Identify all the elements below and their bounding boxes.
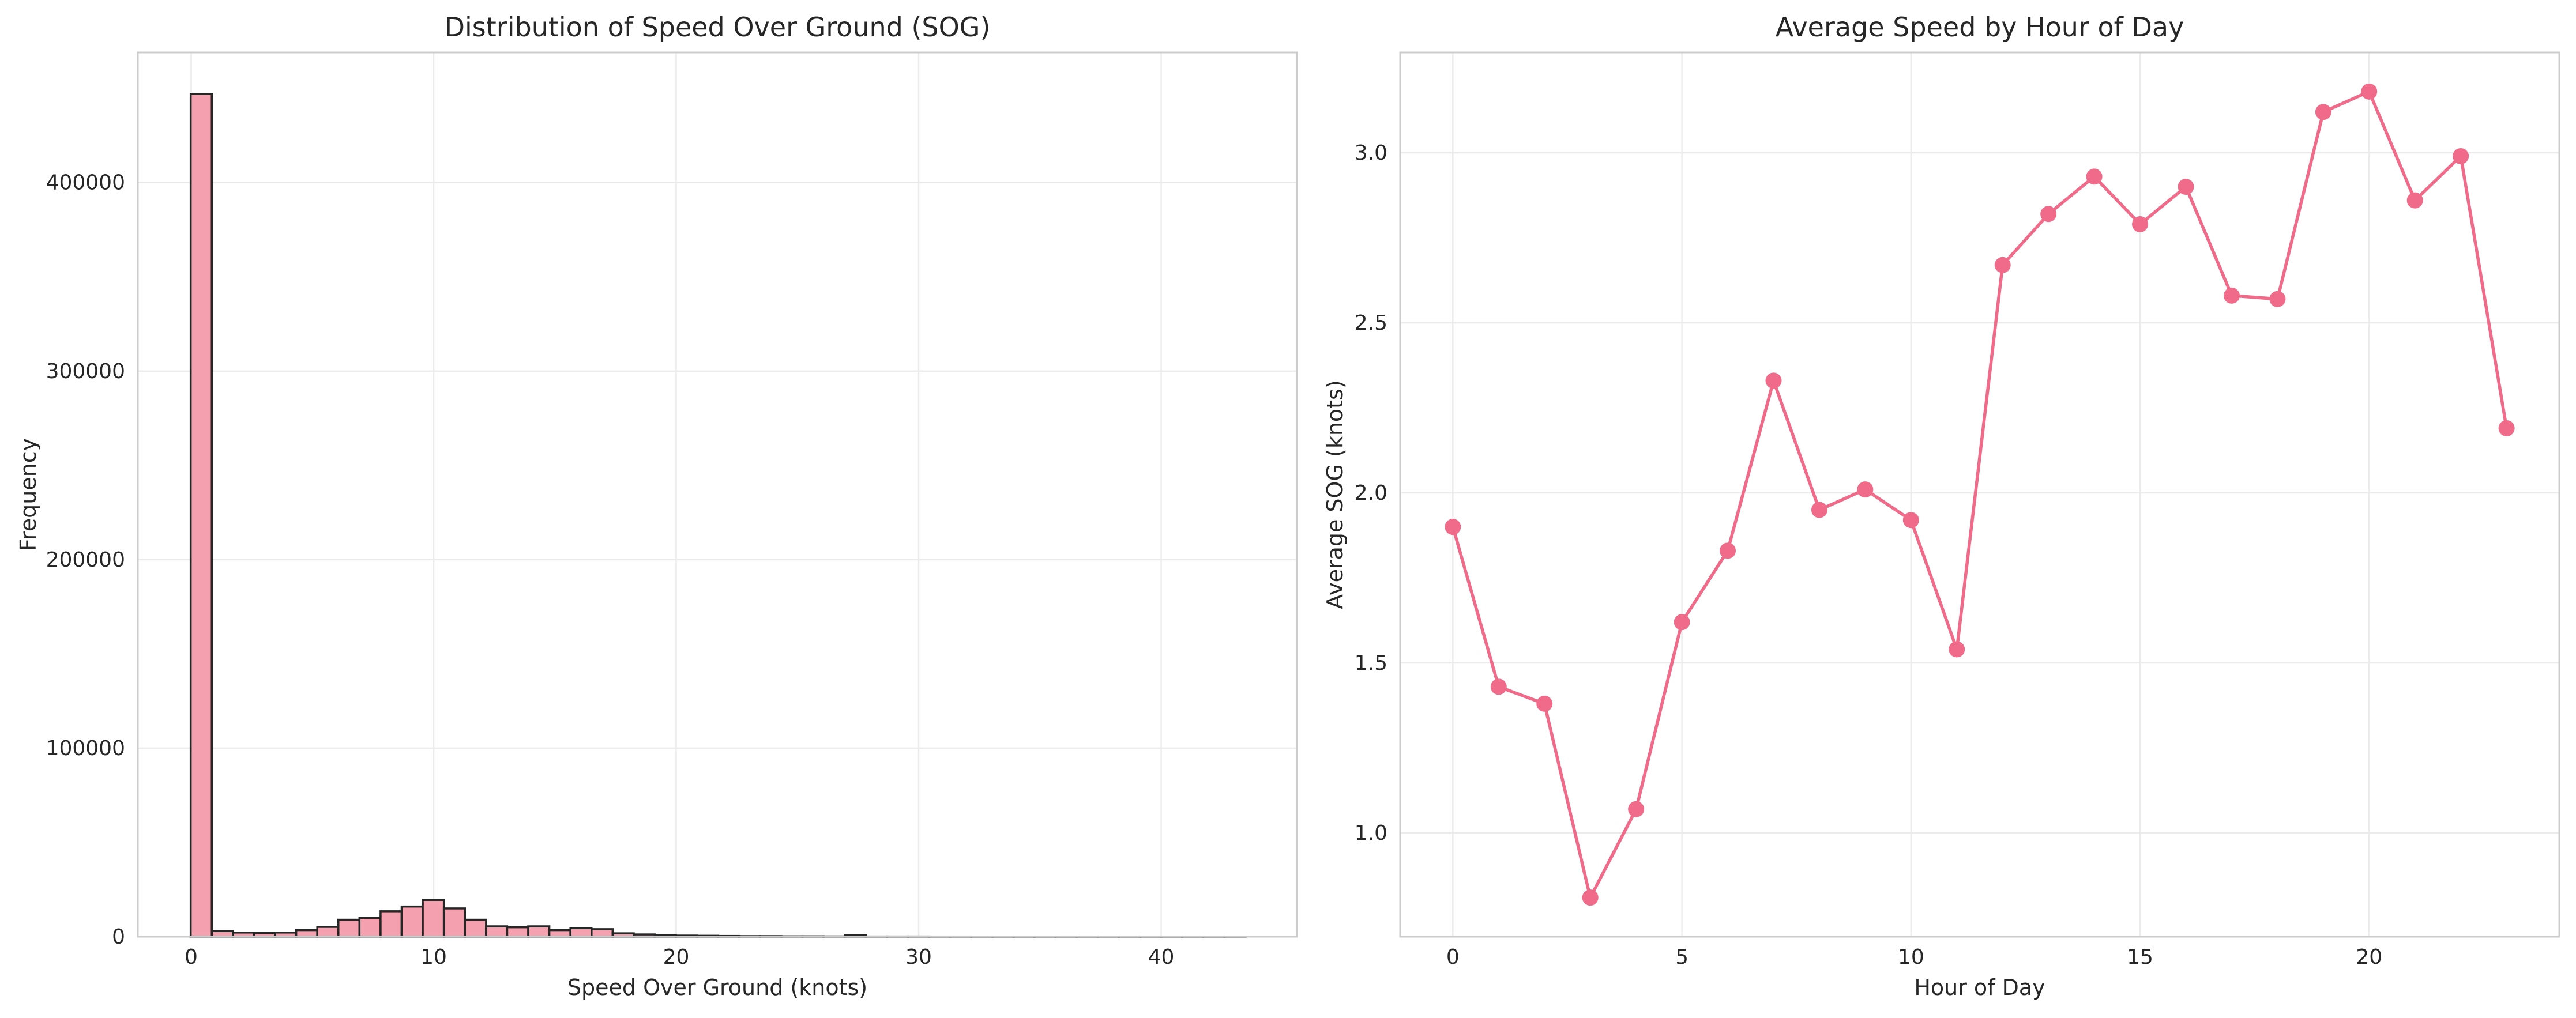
line-chart-title: Average Speed by Hour of Day [1776, 12, 2184, 43]
histogram-x-tick-label: 40 [1148, 945, 1175, 969]
data-point-marker [2315, 104, 2331, 120]
line-chart-x-axis-label: Hour of Day [1914, 975, 2045, 1000]
data-point-marker [1582, 889, 1599, 906]
average-speed-series-markers [1445, 83, 2515, 906]
line-chart-x-tick-label: 0 [1446, 945, 1460, 969]
histogram-x-tick-labels: 0 10 20 30 40 [185, 945, 1174, 969]
histogram-plot-frame [137, 51, 1298, 938]
histogram-y-tick-labels: 0 100000 200000 300000 400000 [46, 171, 125, 949]
line-chart-plot-frame [1399, 51, 2560, 938]
line-chart-y-tick-label: 1.5 [1355, 651, 1387, 675]
data-point-marker [2223, 287, 2240, 304]
data-point-marker [2040, 206, 2057, 223]
data-point-marker [1445, 519, 1461, 536]
histogram-bar [189, 93, 213, 938]
data-point-marker [2269, 291, 2286, 307]
line-chart-x-tick-label: 10 [1898, 945, 1924, 969]
histogram-bar [295, 929, 318, 938]
data-point-marker [1811, 502, 1827, 518]
histogram-x-axis-label: Speed Over Ground (knots) [567, 975, 867, 1000]
histogram-bar [379, 910, 403, 938]
line-chart-x-tick-label: 5 [1675, 945, 1688, 969]
data-point-marker [1994, 257, 2011, 273]
histogram-bar [358, 917, 382, 938]
line-chart-y-tick-labels: 1.0 1.5 2.0 2.5 3.0 [1355, 141, 1387, 845]
data-point-marker [2453, 148, 2469, 164]
histogram-bar [337, 918, 361, 938]
histogram-bar [464, 918, 487, 938]
line-chart-y-tick-label: 2.5 [1355, 311, 1387, 335]
histogram-bar [400, 905, 424, 938]
histogram-y-tick-label: 100000 [46, 737, 125, 760]
average-speed-series-line [1451, 90, 2509, 899]
data-point-marker [1857, 481, 1874, 498]
histogram-bar [548, 929, 571, 938]
data-point-marker [1765, 372, 1782, 389]
data-point-marker [1902, 512, 1919, 529]
data-point-marker [1490, 678, 1507, 695]
data-point-marker [2132, 216, 2149, 232]
histogram-y-tick-label: 300000 [46, 360, 125, 383]
histogram-bar [506, 926, 529, 938]
line-chart-x-tick-labels: 0 5 10 15 20 [1446, 945, 2382, 969]
data-point-marker [2178, 179, 2194, 195]
line-chart-gridlines [1400, 52, 2559, 937]
histogram-bar [527, 925, 551, 938]
line-chart-x-tick-label: 15 [2127, 945, 2153, 969]
histogram-x-tick-label: 30 [905, 945, 932, 969]
histogram-y-axis-label: Frequency [16, 438, 41, 551]
data-point-marker [1674, 614, 1690, 631]
line-chart-x-tick-label: 20 [2356, 945, 2382, 969]
data-point-marker [1949, 641, 1965, 658]
line-chart-y-tick-label: 1.0 [1355, 821, 1387, 845]
histogram-x-tick-label: 10 [420, 945, 447, 969]
histogram-bar [316, 926, 340, 938]
data-point-marker [1536, 695, 1553, 712]
line-chart-y-axis-label: Average SOG (knots) [1322, 380, 1348, 609]
hourly-speed-line-chart: 0 5 10 15 20 1.0 1.5 2.0 2.5 3.0 Average Speed b… [1322, 12, 2560, 1000]
histogram-bar [485, 925, 509, 938]
histogram-y-tick-label: 400000 [46, 171, 125, 195]
line-chart-y-tick-label: 2.0 [1355, 481, 1387, 505]
data-point-marker [1628, 801, 1645, 817]
histogram-bar [569, 927, 593, 938]
histogram-y-tick-label: 200000 [46, 548, 125, 572]
histogram-x-tick-label: 0 [185, 945, 198, 969]
histogram-bars [189, 93, 1247, 938]
sog-histogram-chart: 0 10 20 30 40 0 100000 200000 300000 400000 Dist… [16, 12, 1298, 1000]
histogram-bar [422, 899, 445, 938]
histogram-bar [442, 907, 467, 938]
data-point-marker [1720, 542, 1736, 559]
histogram-gridlines [138, 52, 1297, 938]
line-chart-y-tick-label: 3.0 [1355, 141, 1387, 165]
data-point-marker [2361, 83, 2378, 100]
data-point-marker [2406, 192, 2423, 209]
data-point-marker [2498, 420, 2515, 436]
histogram-y-tick-label: 0 [112, 925, 125, 949]
histogram-bar [591, 928, 614, 938]
histogram-title: Distribution of Speed Over Ground (SOG) [445, 12, 991, 43]
histogram-x-tick-label: 20 [663, 945, 690, 969]
data-point-marker [2086, 168, 2103, 185]
